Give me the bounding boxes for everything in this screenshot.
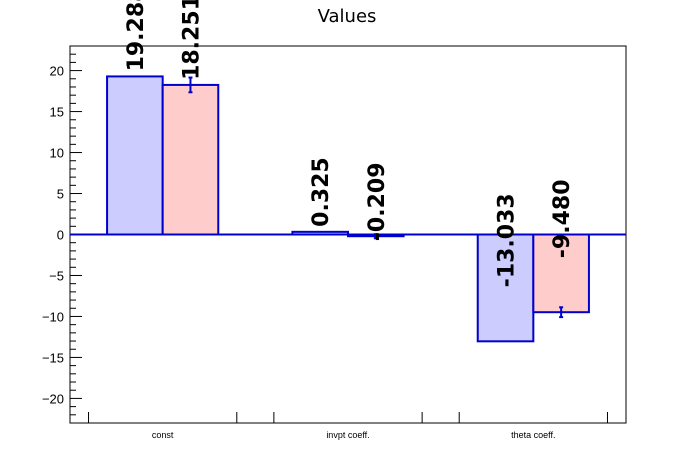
- y-tick-label: −5: [49, 268, 64, 283]
- x-category-label: const: [152, 430, 174, 440]
- y-axis: −20 −15 −10 −5 0 5 10 15 20: [42, 45, 82, 424]
- bar-series-2: [532, 233, 590, 314]
- y-tick-label: −15: [42, 350, 64, 365]
- y-tick-label: −10: [42, 309, 64, 324]
- data-label: -9.480: [550, 179, 575, 258]
- bar-series-1: [106, 75, 164, 236]
- bar-series-1: [476, 233, 535, 343]
- x-category-label: theta coeff.: [511, 430, 555, 440]
- data-labels: 19.288 0.325 -13.033 18.251 -0.209 -9.480: [124, 0, 575, 287]
- x-category-label: invpt coeff.: [326, 430, 369, 440]
- x-axis: const invpt coeff. theta coeff.: [88, 412, 608, 440]
- y-tick-label: 20: [50, 64, 64, 79]
- data-label: -13.033: [495, 193, 520, 287]
- data-label: -0.209: [365, 162, 390, 241]
- y-tick-label: 0: [57, 228, 64, 243]
- y-tick-label: 15: [50, 105, 64, 120]
- y-tick-label: 10: [50, 146, 64, 161]
- y-tick-label: 5: [57, 187, 64, 202]
- y-tick-label: −20: [42, 391, 64, 406]
- data-label: 18.251: [179, 0, 204, 80]
- chart-title: Values: [318, 6, 377, 27]
- data-label: 19.288: [124, 0, 149, 71]
- bar-series-2: [161, 83, 220, 236]
- data-label: 0.325: [309, 157, 334, 227]
- bars: [106, 75, 590, 343]
